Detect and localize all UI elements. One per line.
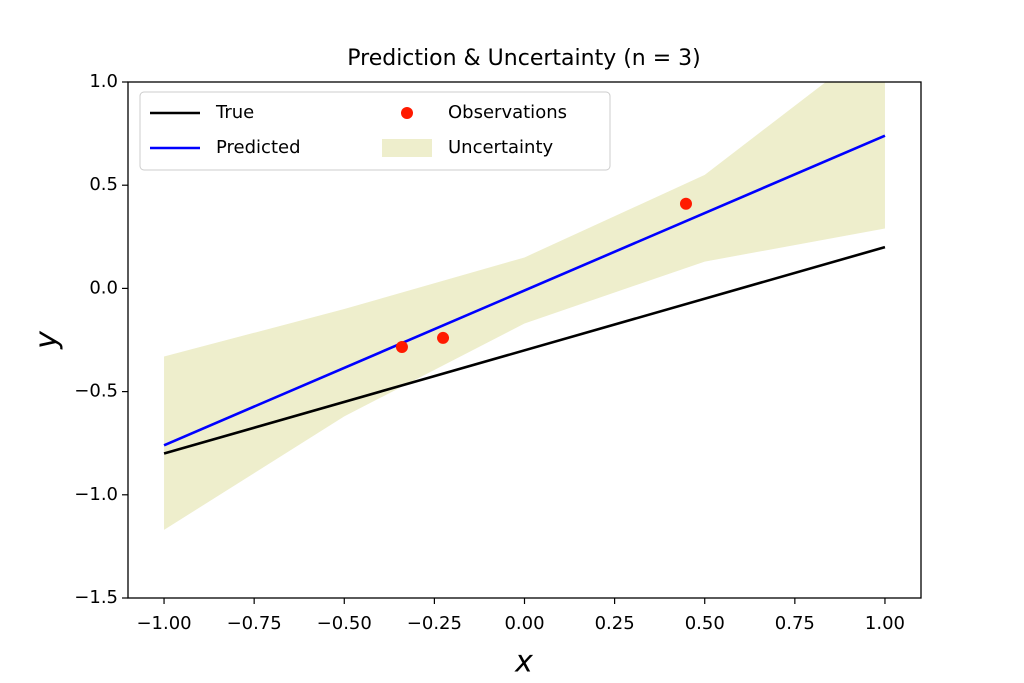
uncertainty-band (164, 82, 885, 530)
point (395, 341, 408, 354)
legend-handle (382, 139, 432, 157)
legend-label: Observations (448, 102, 567, 123)
y-tick-label: −0.5 (74, 381, 118, 402)
x-tick-label: 0.25 (595, 613, 635, 634)
axes: −1.00 −0.75 −0.50 −0.25 0.00 0.25 0.50 0.75 1.00… (74, 71, 905, 634)
y-tick-label: −1.5 (74, 587, 118, 608)
legend-label: Uncertainty (448, 137, 554, 158)
chart-title: Prediction & Uncertainty (n = 3) (347, 46, 700, 71)
point (437, 331, 450, 344)
plot-area (163, 82, 886, 530)
x-tick-label: 0.75 (775, 613, 815, 634)
y-tick-label: 0.0 (89, 277, 118, 298)
x-tick-label: 0.00 (504, 613, 544, 634)
legend-box (139, 91, 611, 171)
point (679, 197, 692, 210)
x-tick-label: −1.00 (136, 613, 191, 634)
line (163, 245, 886, 455)
y-tick-label: −1.0 (74, 484, 118, 505)
y-tick-label: 0.5 (89, 174, 118, 195)
legend-label: Predicted (216, 137, 301, 158)
x-axis-label: x (514, 645, 533, 680)
y-tick-label: 1.0 (89, 71, 118, 92)
x-tick-label: 0.50 (685, 613, 725, 634)
x-tick-label: −0.75 (227, 613, 282, 634)
y-axis-label: y (30, 330, 65, 350)
legend: True Predicted Observations Uncertainty (139, 91, 611, 171)
legend-label: True (215, 102, 254, 123)
x-tick-label: −0.50 (317, 613, 372, 634)
legend-handle (401, 107, 413, 119)
x-tick-label: −0.25 (407, 613, 462, 634)
line (163, 134, 886, 447)
x-tick-label: 1.00 (865, 613, 905, 634)
